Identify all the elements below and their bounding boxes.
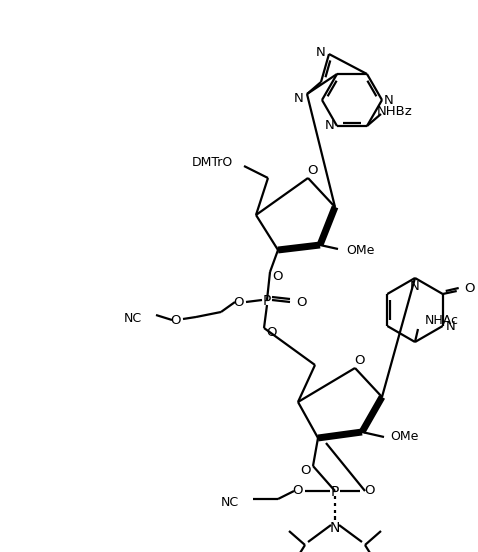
Text: O: O — [355, 354, 365, 368]
Text: N: N — [325, 119, 335, 132]
Text: OMe: OMe — [390, 431, 418, 443]
Text: O: O — [273, 269, 283, 283]
Text: O: O — [267, 326, 277, 338]
Text: N: N — [330, 521, 340, 535]
Text: NHBz: NHBz — [377, 105, 413, 119]
Text: DMTrO: DMTrO — [191, 157, 233, 169]
Text: O: O — [234, 295, 244, 309]
Text: P: P — [263, 294, 271, 308]
Text: NC: NC — [124, 311, 142, 325]
Text: O: O — [465, 283, 475, 295]
Text: O: O — [308, 164, 318, 178]
Text: O: O — [301, 464, 311, 476]
Text: N: N — [316, 45, 326, 59]
Text: O: O — [365, 485, 375, 497]
Text: N: N — [384, 93, 394, 107]
Text: N: N — [446, 320, 456, 332]
Text: N: N — [410, 279, 420, 293]
Text: NHAc: NHAc — [425, 314, 459, 326]
Text: O: O — [293, 485, 303, 497]
Text: P: P — [331, 485, 339, 499]
Text: O: O — [297, 295, 307, 309]
Text: O: O — [171, 314, 181, 326]
Text: N: N — [294, 92, 304, 104]
Text: OMe: OMe — [346, 243, 374, 257]
Text: NC: NC — [221, 496, 239, 508]
